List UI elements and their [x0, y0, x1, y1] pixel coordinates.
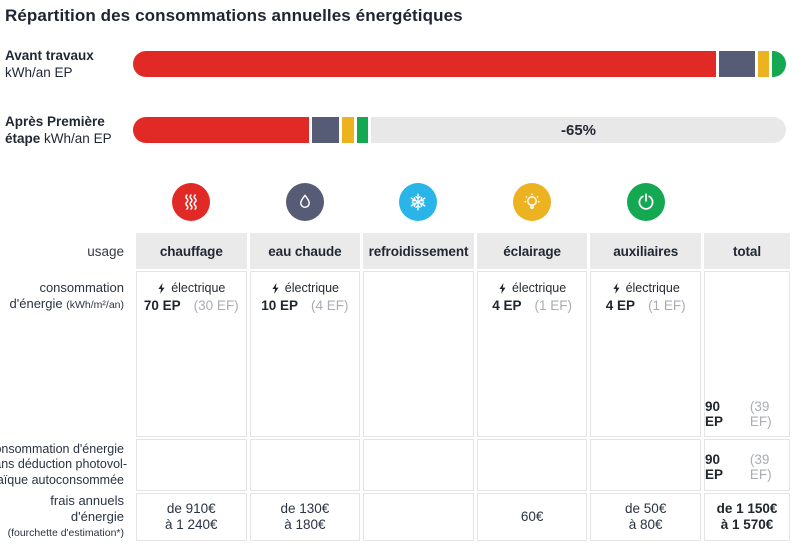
bar-apres-title-line2: étape	[5, 131, 41, 146]
bar-avant-track	[133, 51, 786, 77]
column-header-chauffage: chauffage	[136, 233, 247, 269]
lightning-bolt-icon	[499, 282, 506, 294]
bar-avant-unit: kWh/an EP	[5, 65, 73, 80]
column-header-refroidissement: refroidissement	[363, 233, 474, 269]
segment-eau-chaude	[312, 117, 339, 143]
heat-waves-icon	[172, 183, 211, 221]
segment-chauffage	[133, 51, 716, 77]
cell-frais-refroidissement	[363, 493, 474, 541]
row-label-consommation: consommation d'énergie (kWh/m²/an)	[9, 280, 124, 311]
light-bulb-icon	[513, 183, 552, 221]
usage-icons-row	[0, 183, 790, 221]
water-drop-icon	[285, 183, 324, 221]
column-header-eau-chaude: eau chaude	[249, 233, 361, 269]
column-header-eclairage: éclairage	[476, 233, 588, 269]
cell-sans-chauffage	[136, 439, 247, 491]
cell-conso-eau-chaude: électrique 10 EP (4 EF)	[249, 271, 361, 437]
bar-avant-travaux: Avant travaux kWh/an EP	[0, 47, 786, 81]
segment-eclairage	[758, 51, 769, 77]
cell-frais-eclairage: 60€	[476, 493, 588, 541]
row-frais-annuels: frais annuels d'énergie (fourchette d'es…	[0, 493, 790, 541]
reduction-badge: -65%	[560, 121, 597, 139]
cell-sans-eclairage	[476, 439, 588, 491]
segment-auxiliaires	[772, 51, 786, 77]
segment-chauffage	[133, 117, 309, 143]
cell-frais-total: de 1 150€ à 1 570€	[703, 493, 790, 541]
cell-sans-auxiliaires	[590, 439, 701, 491]
bar-apres-unit: kWh/an EP	[44, 131, 112, 146]
bar-apres-track: -65%	[133, 117, 786, 143]
bar-apres-title-line1: Après Première	[5, 114, 105, 129]
bar-apres-label: Après Première étape kWh/an EP	[0, 113, 133, 147]
lightning-bolt-icon	[272, 282, 279, 294]
lightning-bolt-icon	[613, 282, 620, 294]
cell-conso-auxiliaires: électrique 4 EP (1 EF)	[590, 271, 701, 437]
segment-eau-chaude	[719, 51, 755, 77]
energy-report: Répartition des consommations annuelles …	[0, 6, 794, 547]
bar-apres-etape: Après Première étape kWh/an EP -65%	[0, 113, 786, 147]
cell-sans-total: 90 EP (39 EF)	[703, 439, 790, 491]
bar-avant-label: Avant travaux kWh/an EP	[0, 47, 133, 81]
cell-frais-chauffage: de 910€ à 1 240€	[136, 493, 247, 541]
column-header-auxiliaires: auxiliaires	[590, 233, 701, 269]
cell-conso-refroidissement	[363, 271, 474, 437]
cell-sans-refroidissement	[363, 439, 474, 491]
snowflake-icon	[399, 183, 438, 221]
column-header-total: total	[703, 233, 790, 269]
usage-label: usage	[87, 243, 124, 259]
row-label-frais: frais annuels d'énergie (fourchette d'es…	[7, 493, 124, 539]
cell-conso-total: 90 EP (39 EF)	[703, 271, 790, 437]
segment-remainder: -65%	[371, 117, 786, 143]
power-icon	[626, 183, 665, 221]
cell-sans-eau-chaude	[249, 439, 361, 491]
row-consommation: consommation d'énergie (kWh/m²/an) élect…	[0, 271, 790, 437]
cell-frais-auxiliaires: de 50€ à 80€	[590, 493, 701, 541]
row-label-sans-deduction: consommation d'énergie sans déduction ph…	[0, 441, 127, 487]
row-sans-deduction: consommation d'énergie sans déduction ph…	[0, 439, 790, 491]
cell-frais-eau-chaude: de 130€ à 180€	[249, 493, 361, 541]
lightning-bolt-icon	[158, 282, 165, 294]
table-header-row: usage chauffage eau chaude refroidisseme…	[0, 233, 790, 269]
cell-conso-chauffage: électrique 70 EP (30 EF)	[136, 271, 247, 437]
bar-avant-title: Avant travaux	[5, 48, 94, 63]
segment-eclairage	[342, 117, 354, 143]
cell-conso-eclairage: électrique 4 EP (1 EF)	[476, 271, 588, 437]
page-title: Répartition des consommations annuelles …	[5, 6, 463, 25]
segment-auxiliaires	[357, 117, 368, 143]
